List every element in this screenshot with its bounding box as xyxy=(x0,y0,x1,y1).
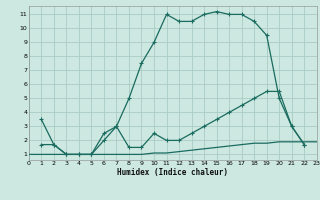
X-axis label: Humidex (Indice chaleur): Humidex (Indice chaleur) xyxy=(117,168,228,177)
